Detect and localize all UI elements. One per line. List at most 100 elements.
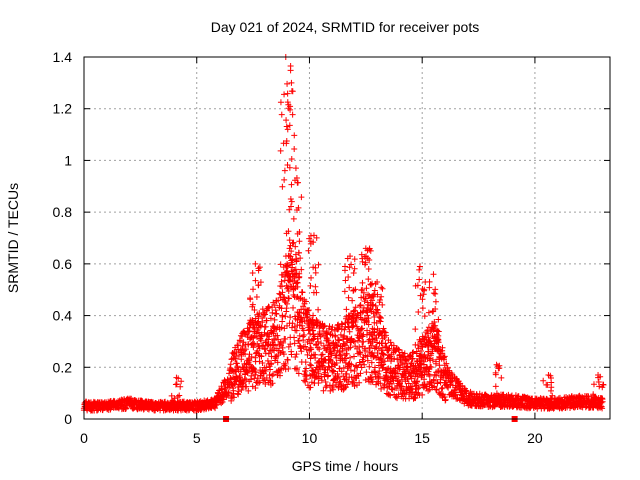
data-point — [281, 91, 288, 98]
data-point — [362, 345, 369, 352]
data-point — [248, 353, 255, 360]
data-point — [357, 301, 364, 308]
data-point — [178, 378, 185, 385]
data-point — [287, 203, 294, 210]
data-point — [308, 316, 315, 323]
data-point — [369, 335, 376, 342]
data-point — [347, 367, 354, 374]
data-point — [416, 266, 423, 273]
data-point — [351, 368, 358, 375]
data-point — [596, 383, 603, 390]
data-point — [284, 261, 291, 268]
y-tick-label: 1.2 — [53, 101, 73, 117]
data-point — [272, 342, 279, 349]
data-point — [315, 306, 322, 313]
y-tick-label: 1.4 — [53, 49, 73, 65]
data-point — [277, 99, 284, 106]
data-point — [354, 372, 361, 379]
data-point — [376, 313, 383, 320]
data-point — [254, 326, 261, 333]
data-point — [252, 385, 259, 392]
data-point — [308, 346, 315, 353]
data-point — [382, 332, 389, 339]
data-point — [409, 383, 416, 390]
data-point — [263, 317, 270, 324]
data-point — [296, 337, 303, 344]
data-point — [429, 356, 436, 363]
data-point — [314, 344, 321, 351]
data-point — [493, 390, 500, 397]
data-point-peak — [493, 361, 500, 368]
data-point — [371, 326, 378, 333]
data-point — [336, 337, 343, 344]
data-point — [543, 381, 550, 388]
data-point — [324, 330, 331, 337]
data-point — [339, 321, 346, 328]
data-point — [258, 353, 265, 360]
data-point — [366, 246, 373, 253]
data-point — [351, 338, 358, 345]
data-point — [330, 376, 337, 383]
data-point — [213, 401, 220, 408]
data-point — [174, 393, 181, 400]
data-point — [291, 132, 298, 139]
data-point — [242, 346, 249, 353]
y-tick-label: 0.6 — [53, 256, 73, 272]
data-point — [397, 364, 404, 371]
data-point — [363, 369, 370, 376]
data-point — [262, 368, 269, 375]
data-point — [271, 335, 278, 342]
data-point — [279, 313, 286, 320]
data-point — [284, 356, 291, 363]
data-point — [263, 375, 270, 382]
data-point — [330, 368, 337, 375]
data-point — [492, 394, 499, 401]
data-point — [338, 368, 345, 375]
data-point — [413, 348, 420, 355]
data-point — [287, 341, 294, 348]
data-point — [356, 344, 363, 351]
data-point — [335, 373, 342, 380]
data-point — [249, 318, 256, 325]
data-point — [227, 361, 234, 368]
data-point — [359, 358, 366, 365]
data-point — [345, 294, 352, 301]
data-point — [360, 338, 367, 345]
data-point — [277, 261, 284, 268]
data-point — [239, 343, 246, 350]
data-point — [345, 345, 352, 352]
data-point — [250, 324, 257, 331]
x-tick-label: 15 — [414, 430, 430, 446]
data-point — [245, 328, 252, 335]
data-point — [361, 298, 368, 305]
data-point — [266, 333, 273, 340]
data-point — [274, 332, 281, 339]
data-point — [348, 335, 355, 342]
data-point — [302, 378, 309, 385]
data-point — [219, 398, 226, 405]
data-point — [425, 348, 432, 355]
data-point — [291, 340, 298, 347]
data-point — [284, 80, 291, 87]
data-point — [292, 353, 299, 360]
data-point — [419, 305, 426, 312]
data-point — [228, 397, 235, 404]
data-point — [289, 320, 296, 327]
data-point — [412, 341, 419, 348]
data-point — [346, 264, 353, 271]
data-point — [273, 310, 280, 317]
data-point — [288, 324, 295, 331]
data-point — [412, 326, 419, 333]
data-point — [434, 380, 441, 387]
data-point — [350, 322, 357, 329]
data-point — [315, 261, 322, 268]
data-point — [284, 126, 291, 133]
data-point — [432, 298, 439, 305]
data-point — [270, 371, 277, 378]
data-point — [302, 359, 309, 366]
data-point — [318, 377, 325, 384]
data-point — [293, 255, 300, 262]
data-point — [288, 88, 295, 95]
data-point — [256, 322, 263, 329]
data-point — [380, 351, 387, 358]
